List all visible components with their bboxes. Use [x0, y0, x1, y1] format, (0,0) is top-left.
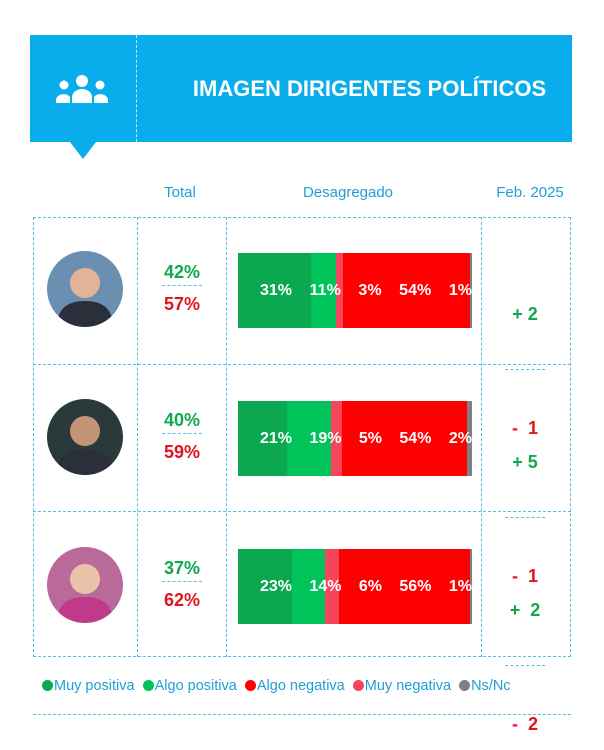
divider [137, 217, 138, 657]
divider [33, 364, 571, 365]
bar-segment-ns-nc [469, 253, 472, 328]
bar-segment-algo-negativa [342, 401, 468, 476]
legend-dot-icon [142, 680, 154, 691]
total-positive: 40% [163, 410, 201, 430]
stacked-bar: 21% 19% 5% 54% 2% [238, 401, 472, 476]
segment-label: 54% [399, 429, 432, 447]
change-positive: + 2 [512, 304, 538, 324]
segment-label: 19% [309, 429, 342, 447]
total-negative: 59% [163, 442, 201, 462]
segment-label: 2% [448, 429, 472, 447]
divider [162, 433, 202, 434]
bar-segment-muy-negativa [324, 549, 339, 624]
segment-label: 5% [358, 429, 382, 447]
change-values: + 5 - 1 [495, 410, 555, 587]
legend-item-ns-nc: Ns/Nc [455, 678, 511, 694]
page-title: IMAGEN DIRIGENTES POLÍTICOS [192, 76, 547, 101]
divider [505, 369, 545, 370]
total-values: 42% 57% [150, 262, 214, 315]
bar-segment-ns-nc [467, 401, 472, 476]
legend-label: Muy positiva [54, 678, 135, 694]
segment-label: 14% [309, 577, 342, 595]
total-positive: 42% [163, 262, 201, 282]
bar-segment-muy-positiva [238, 253, 311, 328]
legend-item-algo-positiva: Algo positiva [139, 678, 237, 694]
users-group-icon [56, 75, 108, 103]
total-values: 40% 59% [150, 410, 214, 463]
segment-label: 23% [260, 577, 293, 595]
divider [33, 714, 571, 715]
total-negative: 57% [163, 294, 201, 314]
stacked-bar: 23% 14% 6% 56% 1% [238, 549, 472, 624]
change-negative: - 2 [511, 714, 538, 734]
change-positive: + 2 [509, 600, 541, 620]
politician-photo [47, 399, 123, 475]
column-header-change: Feb. 2025 [496, 184, 564, 201]
segment-label: 54% [399, 281, 432, 299]
total-values: 37% 62% [150, 558, 214, 611]
divider [226, 217, 227, 657]
stacked-bar: 31% 11% 3% 54% 1% [238, 253, 472, 328]
change-negative: - 1 [511, 566, 538, 586]
divider [481, 217, 482, 657]
legend-dot-icon [42, 680, 53, 691]
bar-segment-muy-negativa [330, 401, 343, 476]
change-values: + 2 - 2 [495, 558, 555, 735]
segment-label: 1% [448, 577, 472, 595]
bar-segment-muy-positiva [238, 401, 287, 476]
bar-segment-algo-negativa [338, 549, 470, 624]
legend-item-muy-negativa: Muy negativa [349, 678, 451, 694]
header-divider [136, 35, 137, 142]
legend-dot-icon [244, 680, 256, 691]
politician-photo [47, 251, 123, 327]
bar-segment-muy-positiva [238, 549, 292, 624]
legend-label: Muy negativa [364, 678, 452, 694]
bar-segment-algo-positiva [286, 401, 331, 476]
legend-dot-icon [352, 680, 364, 691]
divider [33, 511, 571, 512]
segment-label: 31% [260, 281, 293, 299]
divider [505, 665, 545, 666]
legend-item-algo-negativa: Algo negativa [241, 678, 345, 694]
column-header-total: Total [164, 184, 196, 201]
change-values: + 2 - 1 [495, 262, 555, 439]
divider [162, 285, 202, 286]
segment-label: 11% [309, 281, 341, 299]
bar-segment-algo-negativa [343, 253, 470, 328]
change-negative: - 1 [511, 418, 538, 438]
bar-segment-algo-positiva [310, 253, 337, 328]
bar-segment-ns-nc [469, 549, 472, 624]
bar-segment-algo-positiva [291, 549, 325, 624]
legend-label: Ns/Nc [471, 678, 511, 694]
legend-label: Algo positiva [154, 678, 237, 694]
legend: Muy positiva Algo positiva Algo negativa… [38, 678, 511, 694]
column-header-breakdown: Desagregado [302, 184, 394, 201]
segment-label: 6% [358, 577, 382, 595]
segment-label: 21% [260, 429, 293, 447]
segment-label: 3% [358, 281, 382, 299]
header-banner: IMAGEN DIRIGENTES POLÍTICOS [30, 35, 572, 142]
change-positive: + 5 [512, 452, 538, 472]
divider [505, 517, 545, 518]
segment-label: 56% [399, 577, 432, 595]
legend-label: Algo negativa [256, 678, 345, 694]
bar-segment-muy-negativa [336, 253, 344, 328]
total-positive: 37% [163, 558, 201, 578]
politician-photo [47, 547, 123, 623]
divider [162, 581, 202, 582]
legend-dot-icon [459, 680, 471, 691]
header-pointer [70, 142, 96, 159]
segment-label: 1% [448, 281, 472, 299]
total-negative: 62% [163, 590, 201, 610]
legend-item-muy-positiva: Muy positiva [38, 678, 135, 694]
results-table [33, 217, 571, 657]
